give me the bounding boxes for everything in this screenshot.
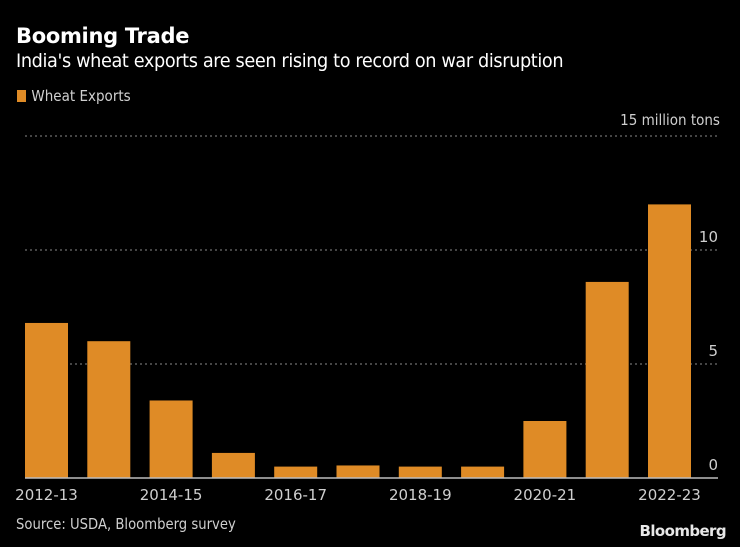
x-tick-label: 2022-23	[638, 486, 701, 504]
x-tick-label: 2020-21	[514, 486, 577, 504]
bar-2019-20	[461, 466, 505, 478]
source-note: Source: USDA, Bloomberg survey	[16, 515, 236, 533]
y-tick-label: 5	[708, 342, 718, 360]
y-tick-label: 10	[699, 228, 718, 246]
bar-2013-14	[87, 341, 131, 478]
x-tick-label: 2018-19	[389, 486, 452, 504]
bar-2016-17	[274, 466, 318, 478]
bloomberg-logo: Bloomberg	[639, 522, 727, 540]
legend: Wheat Exports	[17, 87, 131, 105]
legend-label: Wheat Exports	[31, 87, 131, 105]
bar-2018-19	[398, 466, 442, 478]
bar-2020-21	[523, 421, 567, 478]
chart-title: Booming Trade	[16, 24, 190, 48]
bar-2021-22	[585, 281, 629, 478]
x-tick-label: 2014-15	[140, 486, 203, 504]
y-axis-unit-label: 15 million tons	[620, 111, 720, 129]
bar-2012-13	[25, 322, 68, 478]
chart-subtitle: India's wheat exports are seen rising to…	[16, 50, 564, 72]
legend-swatch	[17, 90, 26, 102]
bar-2022-23	[648, 204, 691, 478]
bar-2017-18	[336, 465, 380, 478]
bar-2015-16	[211, 452, 255, 478]
x-tick-label: 2012-13	[15, 486, 78, 504]
bar-2014-15	[149, 400, 193, 478]
y-tick-label: 0	[708, 456, 718, 474]
x-tick-label: 2016-17	[264, 486, 327, 504]
